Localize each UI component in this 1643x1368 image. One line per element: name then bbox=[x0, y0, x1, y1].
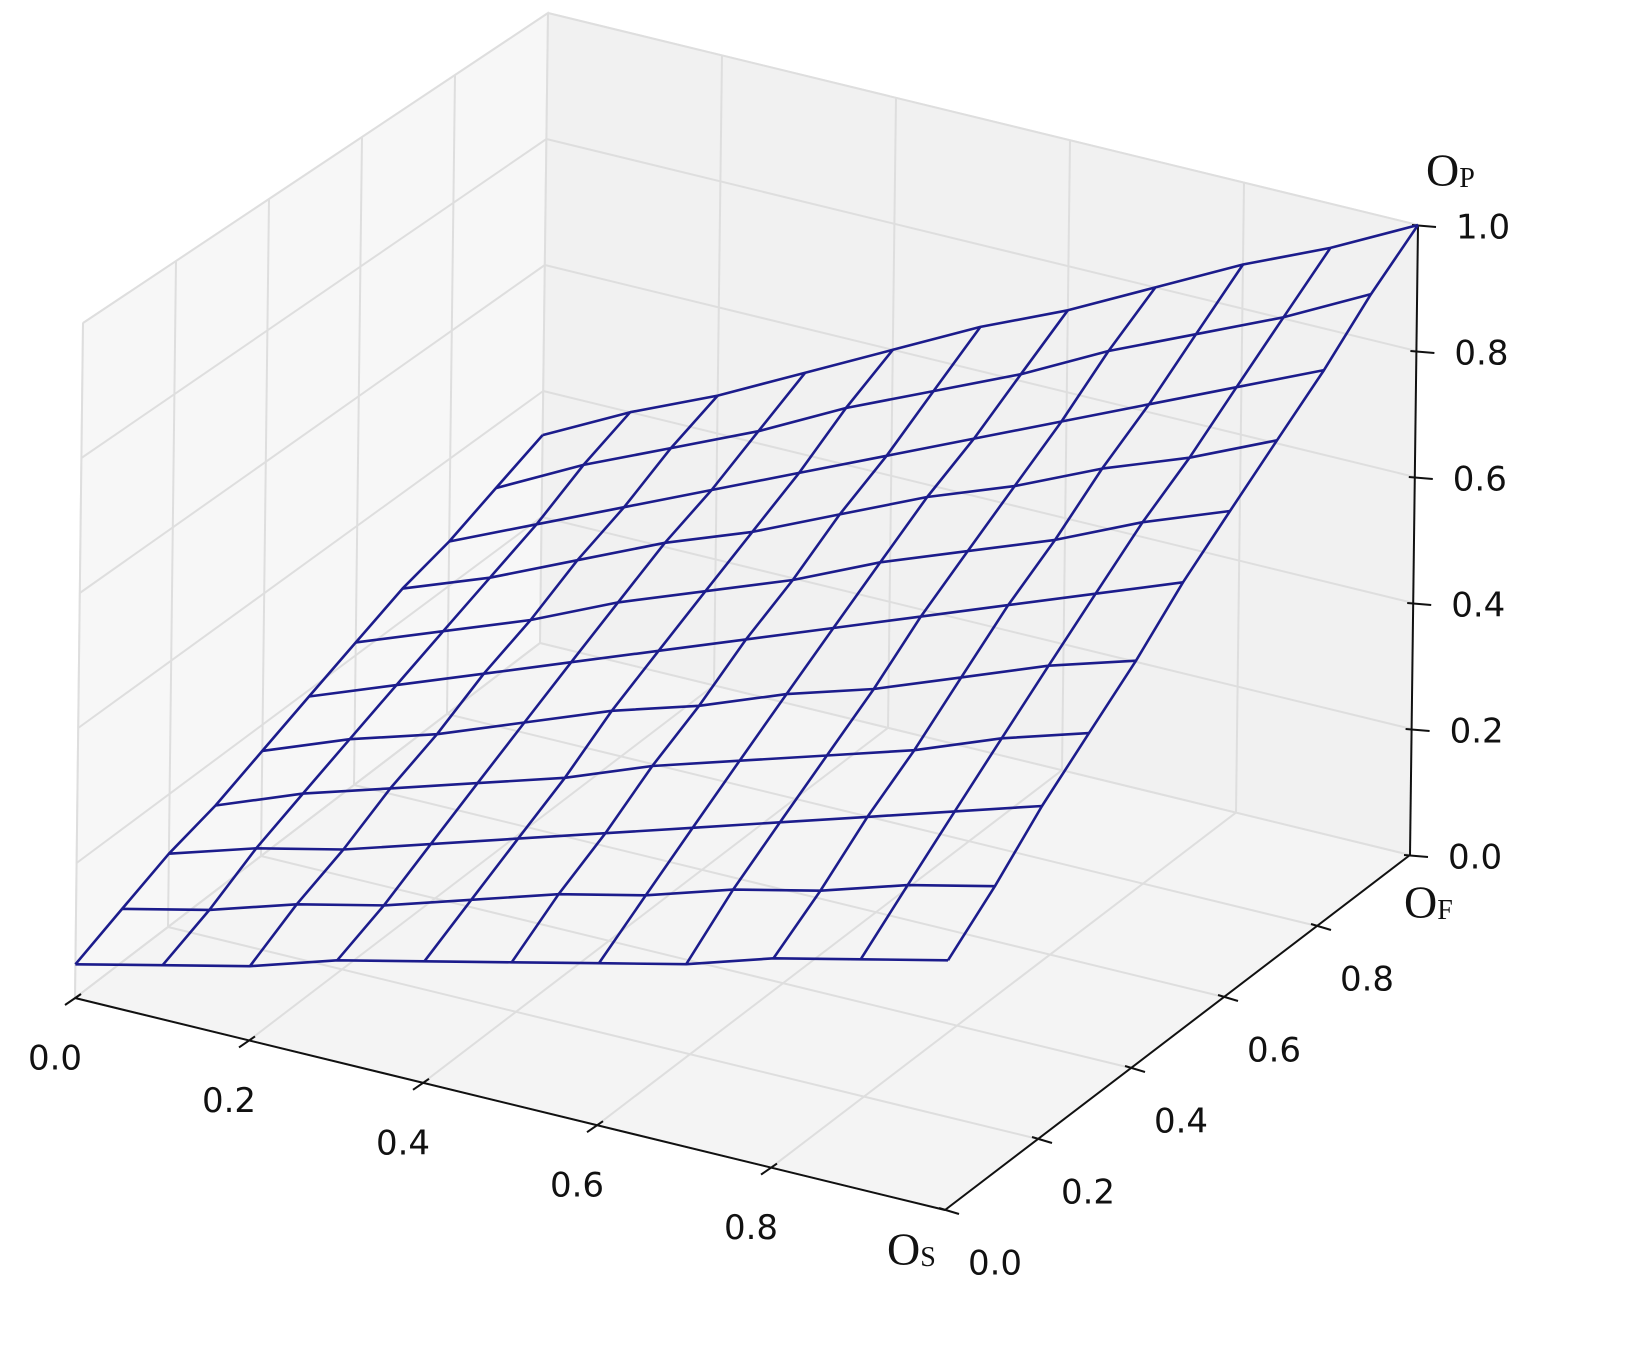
x-tick bbox=[238, 1035, 256, 1049]
x-tick-label: 0.0 bbox=[28, 1039, 82, 1079]
z-tick-label: 0.0 bbox=[1448, 838, 1502, 878]
x-tick-label: 0.8 bbox=[724, 1208, 778, 1248]
panes bbox=[72, 11, 1420, 1212]
grid-line bbox=[80, 138, 547, 459]
z-tick-label: 0.6 bbox=[1453, 460, 1507, 500]
grid-line bbox=[446, 74, 456, 715]
grid-line bbox=[539, 12, 549, 644]
y-tick-label: 0.8 bbox=[1340, 960, 1394, 1000]
grid-line bbox=[260, 198, 270, 857]
y-tick-label: 0.6 bbox=[1247, 1031, 1301, 1071]
z-tick bbox=[1407, 602, 1432, 606]
grid-line bbox=[82, 12, 549, 324]
x-tick bbox=[64, 993, 82, 1006]
x-tick-label: 0.4 bbox=[376, 1123, 430, 1163]
x-tick bbox=[586, 1120, 604, 1134]
wire-column bbox=[161, 411, 632, 967]
x-tick bbox=[412, 1077, 430, 1091]
x-tick-label: 0.6 bbox=[550, 1166, 604, 1206]
grid-line bbox=[76, 516, 543, 864]
x-axis-label: OS bbox=[887, 1224, 936, 1275]
z-tick bbox=[1408, 476, 1433, 480]
grid-line bbox=[596, 769, 1063, 1126]
grid-line bbox=[353, 136, 363, 786]
grid-line bbox=[887, 97, 897, 728]
grid-line bbox=[770, 811, 1237, 1169]
grid-line bbox=[542, 390, 1414, 604]
wire-column bbox=[685, 286, 1157, 965]
grid-line bbox=[79, 264, 546, 594]
y-tick bbox=[938, 1207, 960, 1215]
grid-line bbox=[546, 138, 1417, 352]
z-tick bbox=[1403, 854, 1429, 858]
grid-line bbox=[541, 516, 1412, 730]
y-tick bbox=[1031, 1136, 1053, 1144]
y-axis-label: OF bbox=[1404, 877, 1453, 928]
y-tick-label: 0.2 bbox=[1061, 1173, 1115, 1213]
wire-column bbox=[248, 394, 719, 967]
z-tick-label: 0.2 bbox=[1450, 712, 1504, 752]
z-tick-label: 1.0 bbox=[1456, 208, 1510, 248]
z-tick bbox=[1410, 350, 1435, 354]
grid-line bbox=[74, 322, 84, 999]
x-tick bbox=[760, 1162, 778, 1176]
y-tick-label: 0.0 bbox=[968, 1244, 1022, 1284]
z-axis-label: OP bbox=[1426, 145, 1475, 196]
grid-line bbox=[422, 727, 889, 1084]
x-axis-line bbox=[74, 997, 946, 1211]
grid bbox=[74, 12, 1419, 1211]
wire-column bbox=[946, 224, 1420, 961]
grid-line bbox=[260, 855, 1132, 1069]
z-tick bbox=[1405, 728, 1430, 732]
grid-line bbox=[446, 713, 1318, 927]
wire-column bbox=[772, 263, 1245, 960]
z-tick-label: 0.4 bbox=[1451, 586, 1505, 626]
wire-column bbox=[336, 371, 807, 962]
y-axis-line bbox=[944, 854, 1411, 1211]
axes: 0.0 0.2 0.4 0.6 0.8 0.0 0.2 0.4 0.6 0.8 0.0 0.2 0.4 0… bbox=[28, 145, 1510, 1284]
surface bbox=[74, 223, 1420, 968]
wire-column bbox=[423, 348, 894, 963]
y-tick bbox=[1124, 1065, 1146, 1073]
y-tick-label: 0.4 bbox=[1154, 1102, 1208, 1142]
grid-line bbox=[167, 260, 177, 928]
z-tick-label: 0.8 bbox=[1454, 334, 1508, 374]
grid-line bbox=[248, 684, 715, 1042]
x-tick-label: 0.2 bbox=[202, 1081, 256, 1121]
wire-column bbox=[859, 247, 1332, 960]
wire-column bbox=[74, 434, 544, 966]
wire-row bbox=[75, 956, 949, 968]
grid-line bbox=[77, 390, 544, 729]
grid-line bbox=[539, 642, 1411, 856]
wire-column bbox=[597, 309, 1069, 964]
y-tick bbox=[1310, 923, 1332, 931]
wire-column bbox=[510, 326, 982, 964]
y-tick bbox=[1217, 994, 1239, 1002]
z-axis-line bbox=[1409, 224, 1419, 856]
grid-line bbox=[547, 12, 1419, 226]
